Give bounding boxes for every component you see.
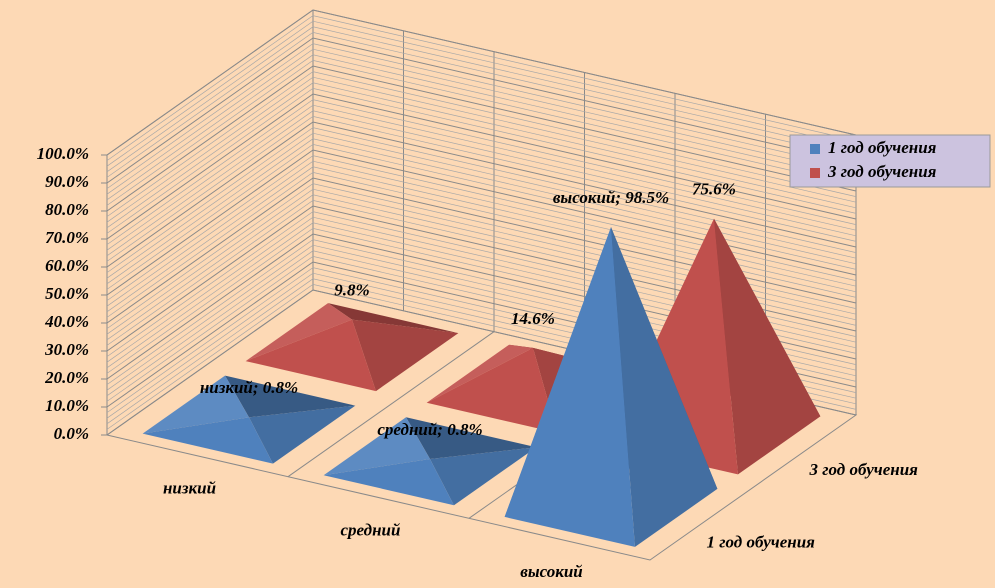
grid-line [106,121,857,268]
minor-grid-line [106,194,857,341]
x-tick-label: низкий [163,479,216,498]
data-label: 9.8% [334,281,369,300]
data-label: средний; 0.8% [377,420,482,439]
minor-grid-line [106,26,857,173]
y-tick-label: 80.0% [45,200,89,219]
depth-label: 1 год обучения [707,533,816,552]
pyramid-face [430,447,537,506]
data-label: 75.6% [692,180,736,199]
pyramid-face [225,375,356,418]
pyramid-face [142,375,249,434]
depth-label: 3 год обучения [809,460,919,479]
pyramid-face [714,218,821,475]
minor-grid-line [106,160,857,307]
minor-grid-line [106,32,857,178]
pyramid [245,303,459,392]
minor-grid-line [106,71,857,217]
grid-line [106,9,857,156]
pyramid-face [504,227,635,547]
y-tick-label: 100.0% [37,144,89,163]
x-tick-label: средний [341,520,401,539]
minor-grid-line [106,104,857,251]
pyramid-face [323,459,454,506]
legend-swatch [810,168,820,178]
pyramid-face [245,319,376,392]
y-tick-label: 20.0% [44,368,89,387]
grid-line [106,65,857,212]
pyramid-face [323,417,430,476]
minor-grid-line [106,88,857,234]
minor-grid-line [106,99,857,245]
y-tick-label: 50.0% [45,284,89,303]
pyramid-face [328,303,459,334]
y-tick-label: 70.0% [45,228,89,247]
minor-grid-line [106,211,857,357]
y-tick-label: 10.0% [45,396,89,415]
pyramid [323,417,537,506]
pyramid-face [245,303,352,362]
pyramid-face [352,319,459,392]
minor-grid-line [106,60,857,206]
minor-grid-line [106,138,857,285]
minor-grid-line [106,54,857,201]
minor-grid-line [106,144,857,290]
minor-grid-line [106,132,857,279]
pyramid-face [406,417,537,460]
data-label: 14.6% [511,309,555,328]
minor-grid-line [106,116,857,262]
minor-grid-line [106,127,857,273]
minor-grid-line [106,200,857,346]
minor-grid-line [106,82,857,229]
pyramid-face [426,347,557,433]
minor-grid-line [106,110,857,257]
grid-line [106,205,857,352]
legend-label: 3 год обучения [827,162,937,181]
minor-grid-line [106,155,857,301]
pyramid-face [426,344,533,403]
y-tick-label: 0.0% [54,424,89,443]
floor-line [287,331,495,478]
minor-grid-line [106,172,857,318]
pyramid-face [249,405,356,464]
minor-grid-line [106,43,857,189]
pyramid [142,375,356,464]
y-tick-label: 40.0% [44,312,89,331]
minor-grid-line [106,166,857,313]
pyramid-face [611,227,718,547]
y-tick-label: 60.0% [45,256,89,275]
minor-grid-line [106,48,857,195]
minor-grid-line [106,20,857,167]
x-tick-label: высокий [520,562,583,581]
legend-swatch [810,144,820,154]
y-tick-label: 90.0% [45,172,89,191]
minor-grid-line [106,216,857,363]
pyramid [504,227,718,547]
minor-grid-line [106,15,857,161]
data-label: низкий; 0.8% [200,378,298,397]
legend-label: 1 год обучения [828,138,937,157]
data-label: высокий; 98.5% [553,188,669,207]
y-tick-label: 30.0% [44,340,89,359]
grid-line [106,177,857,324]
grid-line [106,37,857,184]
pyramid-face [142,417,273,464]
minor-grid-line [106,76,857,223]
minor-grid-line [106,183,857,329]
minor-grid-line [106,188,857,335]
grid-line [106,93,857,240]
grid-line [106,149,857,296]
legend [789,134,991,188]
